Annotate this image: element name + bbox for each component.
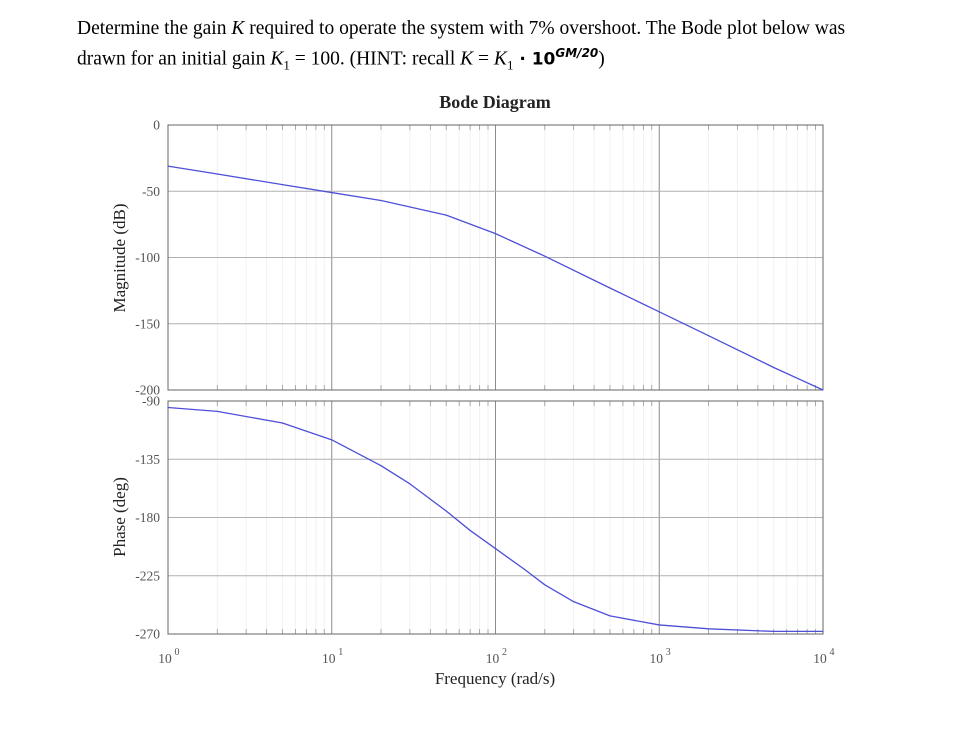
phase-data-point [281, 422, 284, 424]
phase-axes-frame [167, 400, 824, 635]
x-tick-label: 10 [322, 651, 336, 666]
phase-y-tick-label: -135 [135, 452, 160, 467]
variable-k: K [231, 18, 245, 39]
subscript: 1 [506, 57, 514, 73]
magnitude-data-point [773, 366, 775, 369]
magnitude-data-point [281, 184, 284, 186]
question-text-segment: required to operate the system with 7% o… [244, 18, 846, 39]
magnitude-data-point [609, 287, 611, 289]
phase-data-point [707, 628, 710, 630]
plot-panels: 0 -50 -100 -150 -200 Magnitude (dB) -90 -135 -18… [110, 118, 835, 667]
magnitude-data-point [658, 311, 660, 313]
magnitude-axes-frame [167, 124, 824, 391]
phase-y-tick-label: -90 [142, 394, 160, 409]
variable-k1: K [493, 48, 507, 70]
x-tick-exponent: 2 [502, 647, 507, 658]
question-text-segment: = 100. (HINT: recall [289, 48, 461, 70]
magnitude-data-point [216, 173, 218, 175]
phase-panel: -90 -135 -180 -225 -270 Phase (deg) [110, 394, 824, 642]
phase-data-point [380, 465, 382, 467]
x-tick-label: 10 [650, 651, 664, 666]
phase-data-point [331, 439, 333, 441]
question-text-segment: = [473, 48, 494, 70]
magnitude-data-point [331, 191, 333, 194]
subscript: 1 [283, 57, 290, 73]
phase-data-point [216, 410, 218, 412]
magnitude-data-point [822, 389, 824, 391]
magnitude-y-axis-label: Magnitude (dB) [110, 203, 129, 312]
x-tick-label: 10 [158, 651, 172, 666]
variable-k1: K [270, 48, 284, 70]
phase-y-axis-label: Phase (deg) [110, 477, 129, 557]
magnitude-data-point [544, 255, 546, 257]
phase-data-point [658, 624, 660, 626]
phase-data-point [167, 406, 169, 409]
phase-y-tick-label: -180 [135, 510, 160, 525]
x-tick-exponent: 1 [338, 647, 343, 658]
question-line-1: Determine the gain K required to operate… [77, 16, 927, 41]
question-text-segment: ) [598, 48, 605, 70]
phase-data-point [609, 615, 611, 617]
magnitude-panel: 0 -50 -100 -150 -200 Magnitude (dB) [110, 118, 824, 398]
phase-data-point [822, 630, 824, 633]
magnitude-data-point [707, 335, 710, 337]
magnitude-data-point [167, 165, 169, 167]
phase-data-point [445, 510, 447, 512]
question-text-segment: drawn for an initial gain [77, 48, 271, 70]
phase-data-point [773, 630, 775, 633]
phase-data-point [494, 547, 497, 550]
magnitude-y-tick-label: -50 [142, 184, 160, 199]
variable-k: K [460, 48, 474, 70]
exponent: GM/20 [555, 46, 599, 60]
magnitude-data-point [445, 214, 447, 216]
question-text-segment: Determine the gain [77, 18, 232, 39]
magnitude-y-tick-label: -150 [135, 316, 160, 331]
phase-data-point [573, 601, 575, 603]
magnitude-y-tick-label: -100 [135, 250, 160, 265]
magnitude-y-tick-label: 0 [153, 118, 160, 133]
x-tick-exponent: 4 [830, 647, 835, 658]
question-text: Determine the gain K required to operate… [77, 16, 927, 77]
phase-data-point [523, 568, 525, 570]
magnitude-data-point [494, 233, 497, 235]
x-axis-label: Frequency (rad/s) [435, 669, 555, 688]
phase-y-tick-label: -225 [135, 568, 160, 583]
x-tick-label: 10 [486, 651, 500, 666]
question-text-segment: · 10 [513, 49, 556, 70]
x-tick-label: 10 [813, 651, 827, 666]
question-line-2: drawn for an initial gain K1 = 100. (HIN… [77, 41, 927, 77]
chart-title: Bode Diagram [439, 92, 551, 112]
magnitude-data-point [380, 199, 382, 202]
phase-y-tick-label: -270 [135, 627, 160, 642]
x-tick-exponent: 0 [175, 647, 180, 658]
phase-data-point [544, 584, 546, 586]
phase-data-point [469, 529, 471, 532]
x-tick-exponent: 3 [666, 647, 671, 658]
phase-data-point [409, 483, 411, 485]
magnitude-y-tick-label: -200 [135, 383, 160, 398]
